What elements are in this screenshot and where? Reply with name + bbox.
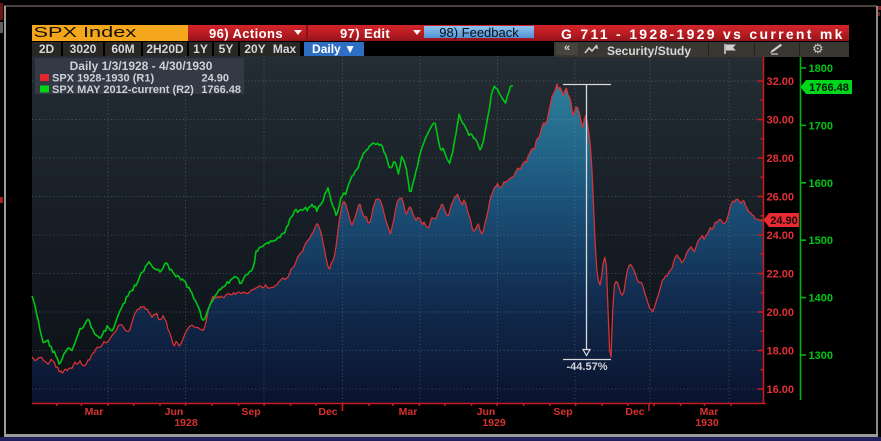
svg-text:1400: 1400 (809, 293, 833, 305)
svg-text:1766.48: 1766.48 (809, 82, 849, 94)
svg-text:32.00: 32.00 (767, 76, 795, 88)
svg-text:Sep: Sep (553, 406, 572, 418)
svg-text:1800: 1800 (809, 63, 833, 75)
svg-text:24.90: 24.90 (201, 73, 229, 85)
svg-text:Sep: Sep (241, 406, 260, 418)
svg-text:1300: 1300 (809, 350, 833, 362)
svg-text:28.00: 28.00 (767, 153, 795, 165)
svg-text:22.00: 22.00 (767, 269, 795, 281)
svg-text:1766.48: 1766.48 (201, 84, 241, 96)
svg-text:1930: 1930 (695, 417, 719, 429)
svg-text:16.00: 16.00 (767, 384, 795, 396)
svg-text:24.90: 24.90 (770, 215, 798, 227)
svg-text:24.00: 24.00 (767, 230, 795, 242)
svg-text:Dec: Dec (318, 406, 337, 418)
svg-text:30.00: 30.00 (767, 115, 795, 127)
svg-text:20.00: 20.00 (767, 307, 795, 319)
svg-text:Daily 1/3/1928 - 4/30/1930: Daily 1/3/1928 - 4/30/1930 (70, 59, 213, 73)
svg-text:1600: 1600 (809, 178, 833, 190)
svg-text:SPX 1928-1930 (R1): SPX 1928-1930 (R1) (52, 73, 154, 85)
svg-text:Mar: Mar (85, 406, 104, 418)
svg-text:SPX MAY 2012-current (R2): SPX MAY 2012-current (R2) (52, 84, 194, 96)
svg-text:Mar: Mar (399, 406, 418, 418)
svg-text:-44.57%: -44.57% (567, 361, 608, 373)
svg-text:1928: 1928 (174, 417, 198, 429)
svg-text:1500: 1500 (809, 235, 833, 247)
svg-text:Jun: Jun (477, 406, 496, 418)
svg-text:Dec: Dec (625, 406, 644, 418)
svg-text:26.00: 26.00 (767, 192, 795, 204)
svg-text:18.00: 18.00 (767, 346, 795, 358)
svg-text:Jun: Jun (165, 406, 184, 418)
svg-text:1700: 1700 (809, 120, 833, 132)
svg-text:Mar: Mar (700, 406, 719, 418)
svg-text:1929: 1929 (482, 417, 506, 429)
